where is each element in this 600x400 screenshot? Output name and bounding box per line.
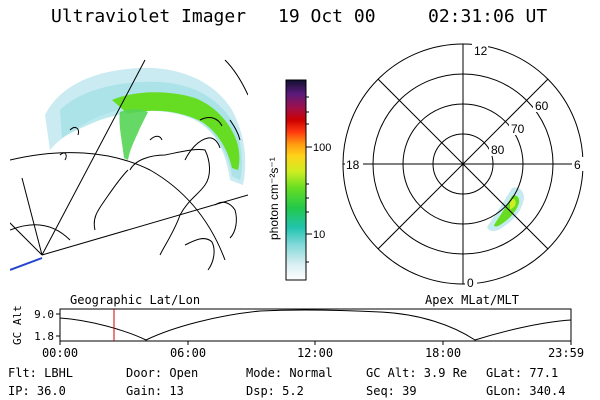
timeline-xtick-1200: 12:00 xyxy=(297,346,333,360)
date-label: 19 Oct 00 xyxy=(278,6,376,27)
geo-panel-label: Geographic Lat/Lon xyxy=(70,293,200,307)
apex-panel-label: Apex MLat/MLT xyxy=(425,293,519,307)
mode-readout: Mode: Normal xyxy=(246,366,333,380)
mlt-label-18: 18 xyxy=(346,158,360,172)
timeline-frame xyxy=(59,308,572,342)
timeline-ytick-9: 9.0 xyxy=(34,308,54,321)
colorbar-unit-label: photon cm⁻²s⁻¹ xyxy=(267,157,281,240)
colorbar: 100 10 photon cm⁻²s⁻¹ xyxy=(267,79,331,281)
polar-plot: 12 18 6 0 60 70 80 xyxy=(342,43,584,290)
glat-readout: GLat: 77.1 xyxy=(486,366,559,380)
altitude-curve xyxy=(59,309,572,341)
terminator-line xyxy=(10,257,43,271)
timeline-ytick-1-8: 1.8 xyxy=(34,330,54,343)
timeline-xtick-2359: 23:59 xyxy=(548,346,584,360)
dsp-readout: Dsp: 5.2 xyxy=(246,384,304,398)
door-readout: Door: Open xyxy=(126,366,199,380)
colorbar-scale xyxy=(285,79,307,281)
mlt-label-0: 0 xyxy=(467,276,474,290)
timeline-xtick-0000: 00:00 xyxy=(42,346,78,360)
lat-label-60: 60 xyxy=(535,99,549,113)
lat-lon-grid xyxy=(10,59,248,261)
filter-readout: Flt: LBHL xyxy=(8,366,74,380)
lat-label-70: 70 xyxy=(511,122,525,136)
colorbar-tick-label-100: 100 xyxy=(313,142,331,154)
gc-alt-readout: GC Alt: 3.9 Re xyxy=(366,366,468,380)
orbit-timeline: 9.0 1.8 GC Alt 00:00 06:00 12:00 18:00 2… xyxy=(11,305,584,360)
mlt-label-6: 6 xyxy=(574,158,581,172)
ip-readout: IP: 36.0 xyxy=(8,384,66,398)
mlt-label-12: 12 xyxy=(474,44,488,58)
time-label: 02:31:06 UT xyxy=(428,6,548,27)
lat-label-80: 80 xyxy=(491,143,505,157)
auroral-oval-west xyxy=(119,109,148,160)
timeline-xtick-0600: 06:00 xyxy=(170,346,206,360)
glon-readout: GLon: 340.4 xyxy=(486,384,566,398)
instrument-title: Ultraviolet Imager xyxy=(51,6,247,27)
polar-diagonal-2 xyxy=(377,78,549,250)
gain-readout: Gain: 13 xyxy=(126,384,184,398)
timeline-xtick-1800: 18:00 xyxy=(425,346,461,360)
colorbar-tick-label-10: 10 xyxy=(313,229,325,241)
timeline-ylabel: GC Alt xyxy=(11,305,24,345)
auroral-oval xyxy=(112,92,240,170)
seq-readout: Seq: 39 xyxy=(366,384,417,398)
geographic-map-panel xyxy=(10,59,248,271)
